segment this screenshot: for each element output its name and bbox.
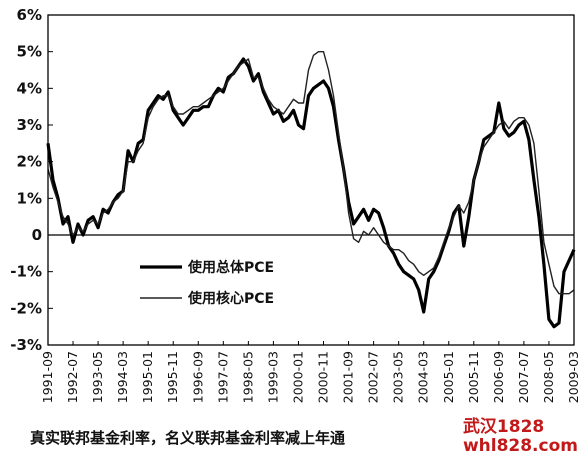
y-tick-label: 4% [17, 79, 42, 97]
y-tick-label: 3% [17, 116, 42, 134]
x-tick-label: 1994-03 [115, 351, 130, 403]
y-tick-label: -3% [10, 336, 42, 354]
x-tick-label: 1995-11 [165, 351, 180, 403]
legend: 使用总体PCE 使用核心PCE [140, 259, 274, 307]
watermark-line2: whl828.com [462, 436, 578, 456]
x-tick-label: 2007-07 [516, 351, 531, 403]
watermark-logo: 武汉1828 whl828.com [463, 418, 578, 456]
y-tick-label: 6% [17, 6, 42, 24]
x-tick-label: 2009-03 [566, 351, 581, 403]
series-lines [46, 51, 576, 329]
legend-label-1: 使用总体PCE [187, 259, 274, 276]
x-tick-label: 2006-09 [491, 351, 506, 403]
x-axis-ticks: 1991-09 1992-07 1993-05 1994-03 1995-01 1995-… [40, 341, 581, 403]
x-tick-label: 2000-11 [316, 351, 331, 403]
y-tick-label: 2% [17, 153, 42, 171]
x-tick-label: 1993-05 [90, 351, 105, 403]
x-tick-label: 1999-03 [265, 351, 280, 403]
x-tick-label: 1992-07 [65, 351, 80, 403]
y-tick-label: -2% [10, 299, 42, 317]
x-tick-label: 2004-03 [416, 351, 431, 403]
x-tick-label: 2002-07 [366, 351, 381, 403]
x-tick-label: 2005-01 [441, 351, 456, 403]
figure-caption: 真实联邦基金利率，名义联邦基金利率减上年通 [30, 429, 346, 447]
x-tick-label: 2001-09 [341, 351, 356, 403]
watermark-line1: 武汉1828 [462, 417, 545, 437]
x-tick-label: 1998-05 [240, 351, 255, 403]
y-tick-label: 1% [17, 189, 42, 207]
x-tick-label: 1996-09 [190, 351, 205, 403]
x-tick-label: 2008-05 [541, 351, 556, 403]
legend-label-2: 使用核心PCE [187, 290, 274, 307]
plot-frame [47, 14, 575, 346]
y-axis-ticks: -3% -2% -1% 0 1% 2% 3% 4% 5% 6% [10, 6, 53, 354]
y-tick-label: -1% [10, 263, 42, 281]
x-tick-label: 1991-09 [40, 351, 55, 403]
y-tick-label: 0 [32, 226, 42, 244]
x-tick-label: 2003-05 [391, 351, 406, 403]
series-line-2 [47, 51, 575, 295]
series-line-1 [46, 57, 576, 329]
x-tick-label: 1995-01 [140, 351, 155, 403]
x-tick-label: 2005-11 [466, 351, 481, 403]
x-tick-label: 1997-07 [215, 351, 230, 403]
y-tick-label: 5% [17, 43, 42, 61]
x-tick-label: 2000-01 [290, 351, 305, 403]
